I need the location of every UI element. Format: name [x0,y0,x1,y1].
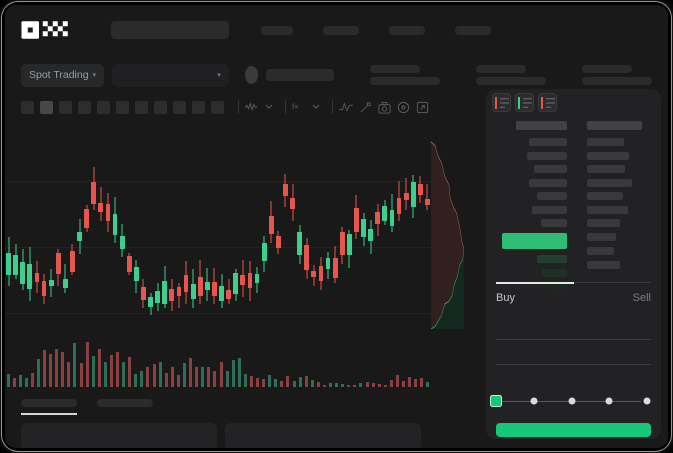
svg-text:f×: f× [292,103,299,112]
